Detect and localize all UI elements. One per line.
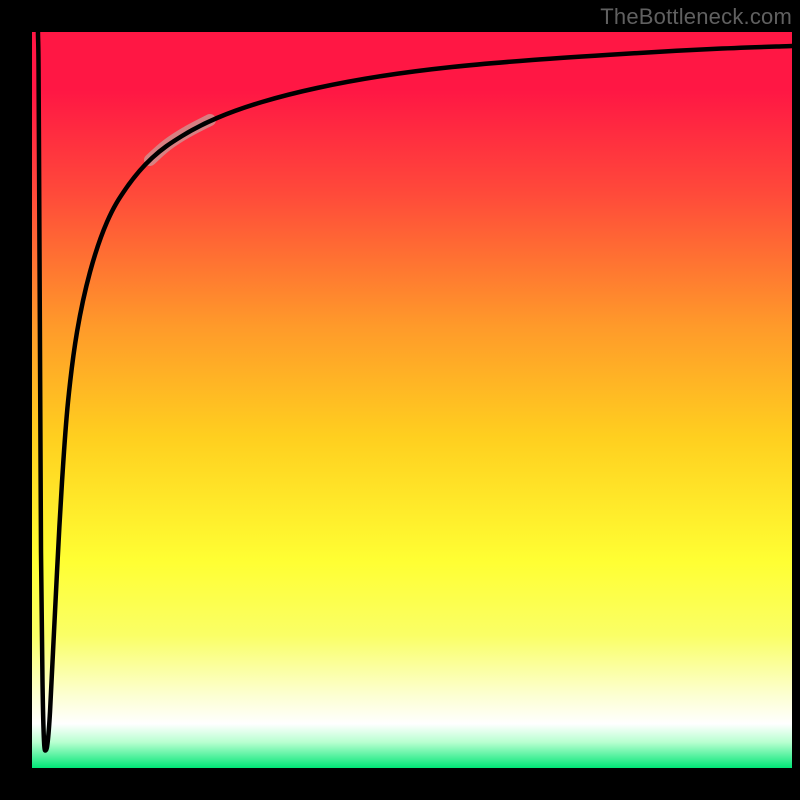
- attribution-text: TheBottleneck.com: [600, 4, 792, 30]
- highlight-segment: [150, 120, 210, 160]
- gradient-rect: [32, 32, 792, 768]
- gradient-background: [32, 32, 792, 768]
- main-curve: [38, 32, 792, 751]
- plot-area: [32, 32, 792, 768]
- chart-container: TheBottleneck.com: [0, 0, 800, 800]
